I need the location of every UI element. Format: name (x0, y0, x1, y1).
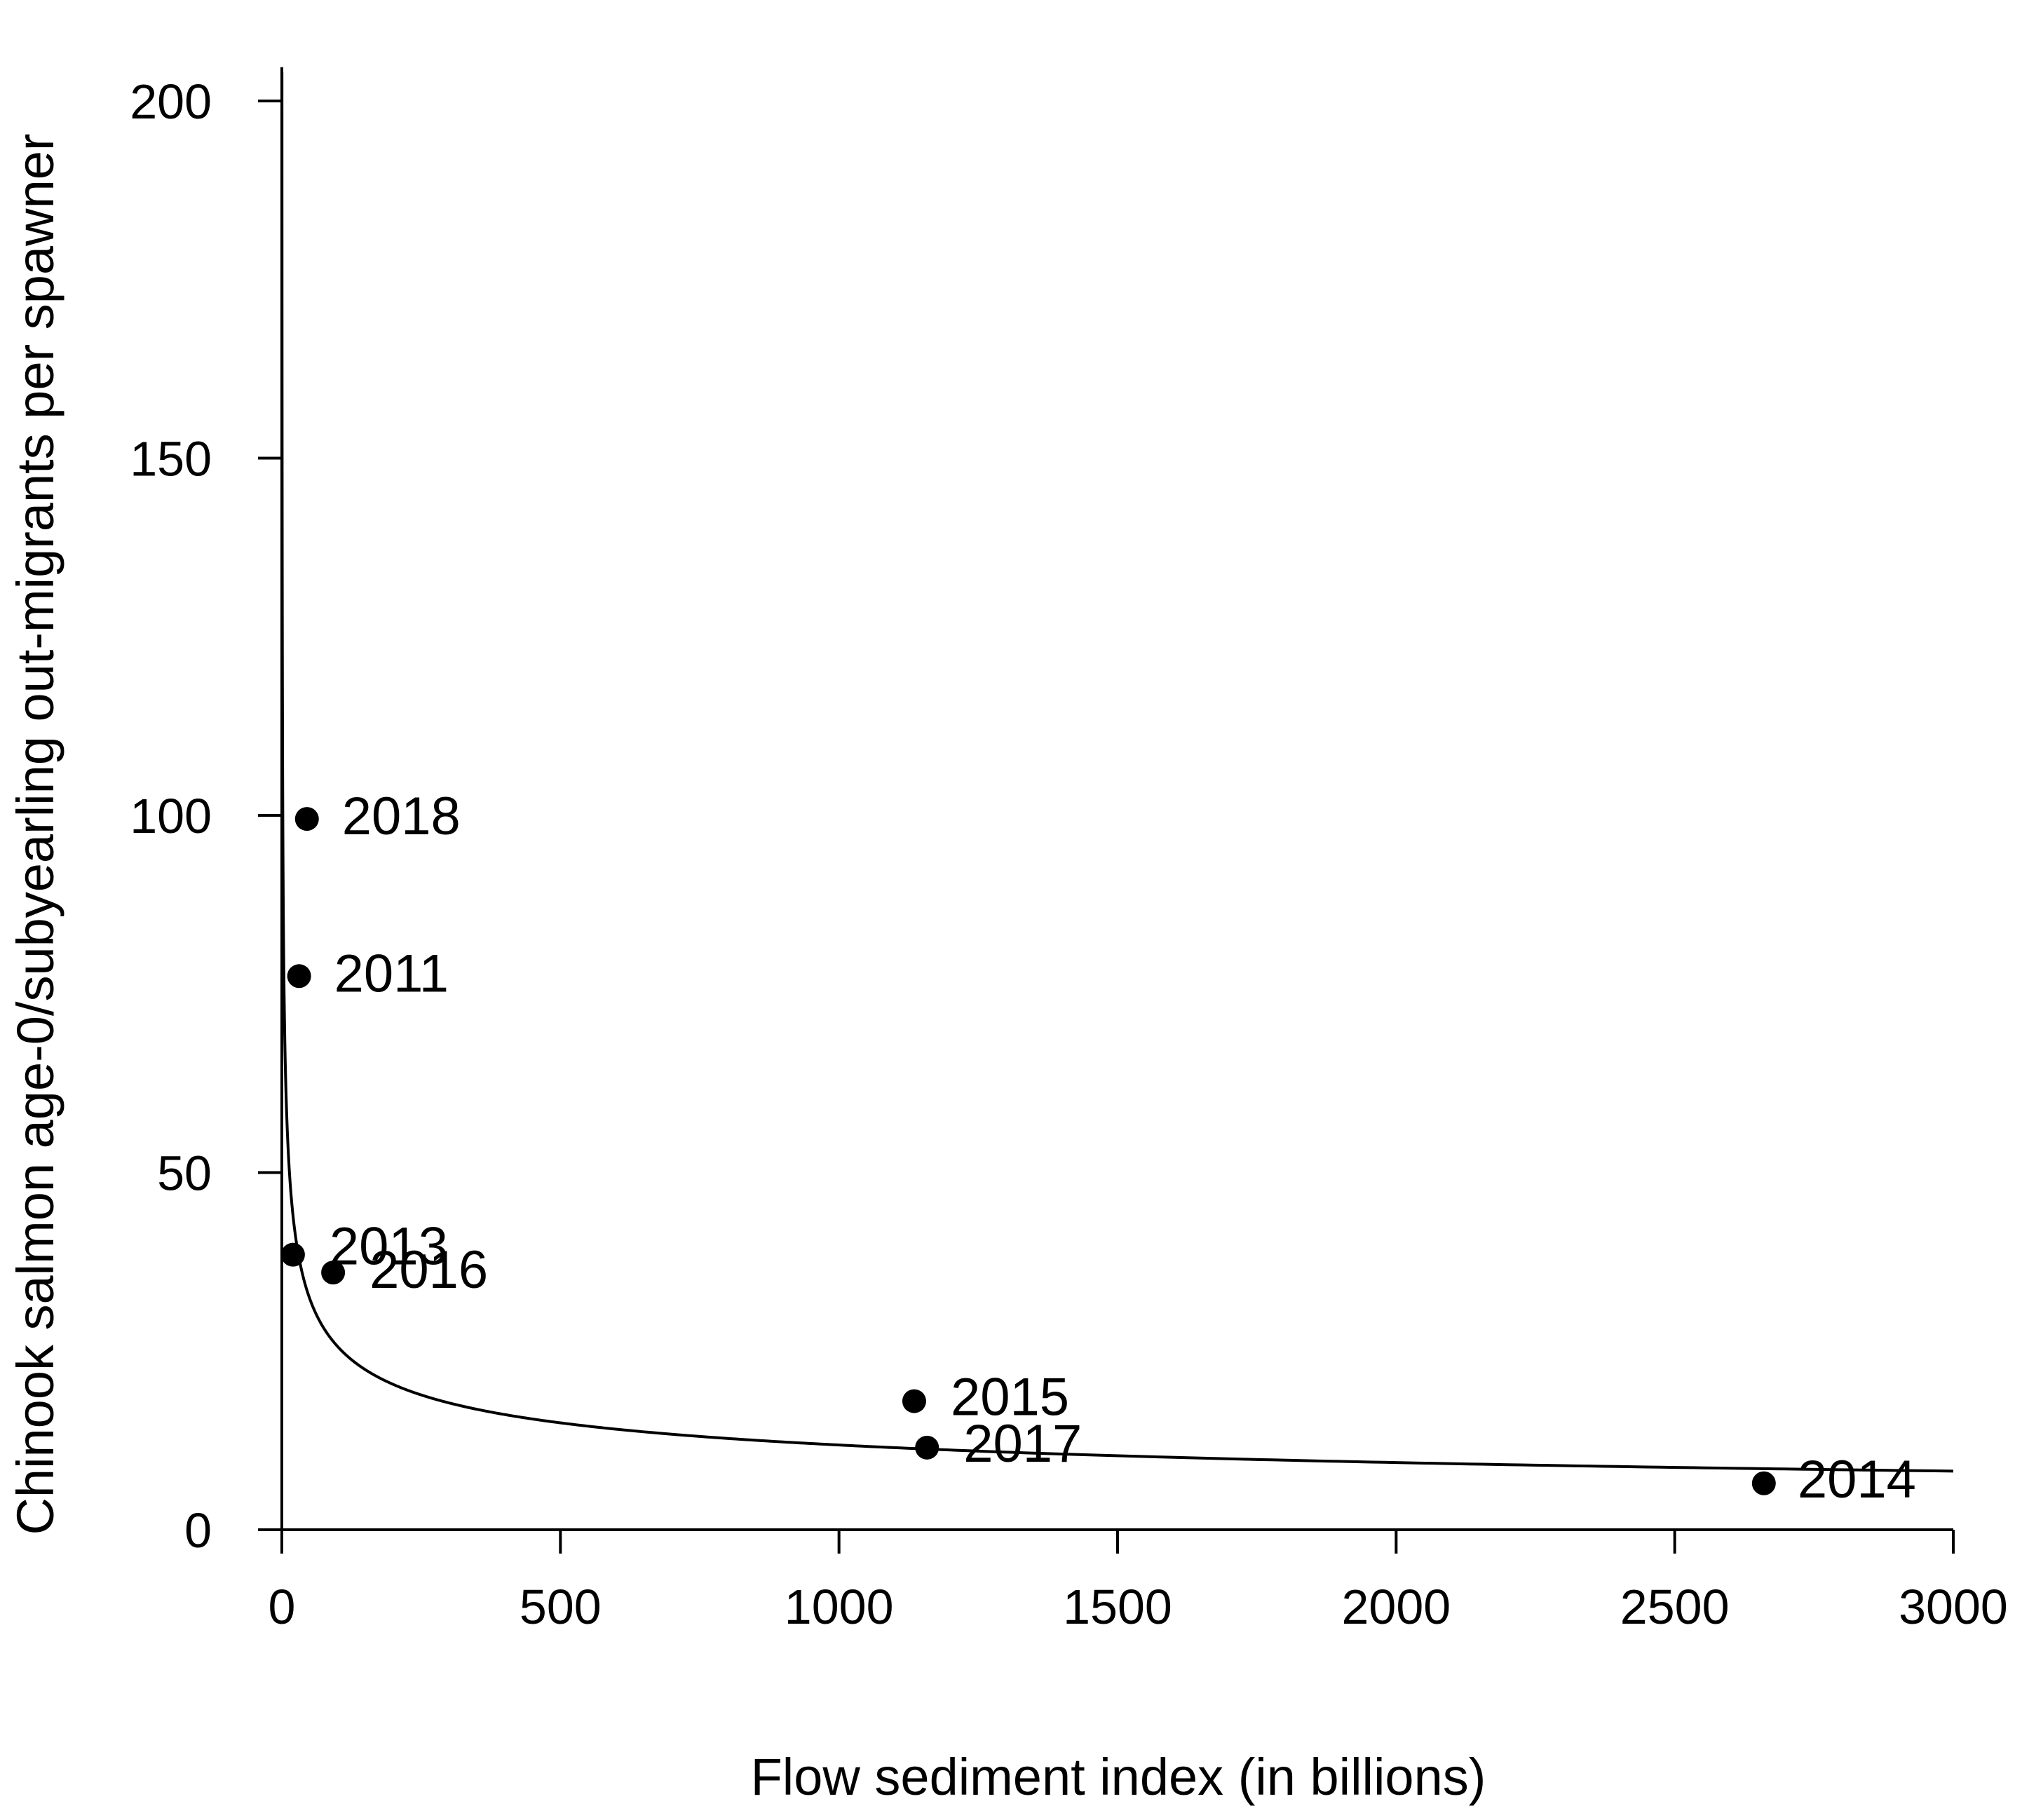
point-label-2016: 2016 (369, 1240, 488, 1300)
data-point-2015 (902, 1389, 926, 1413)
y-tick-label: 50 (157, 1146, 212, 1201)
data-point-2014 (1751, 1471, 1776, 1495)
data-point-2016 (321, 1261, 346, 1285)
y-tick-label: 0 (184, 1503, 212, 1558)
point-label-2018: 2018 (342, 787, 461, 846)
data-point-2017 (915, 1435, 939, 1460)
fit-curve-group (280, 72, 1954, 1473)
x-tick-label: 2000 (1341, 1580, 1451, 1634)
axes: 0 500 1000 1500 2000 2500 3000 0 50 100 150 200 (130, 67, 2008, 1634)
x-tick-label: 0 (269, 1580, 296, 1634)
point-label-2011: 2011 (334, 944, 449, 1003)
x-axis-title: Flow sediment index (in billions) (751, 1748, 1486, 1806)
y-tick-label: 150 (130, 432, 212, 487)
data-point-2011 (287, 964, 311, 989)
y-tick-label: 100 (130, 789, 212, 843)
point-label-2014: 2014 (1798, 1450, 1916, 1509)
x-tick-label: 3000 (1899, 1580, 2008, 1634)
point-label-2017: 2017 (963, 1414, 1082, 1474)
data-point-2018 (294, 807, 319, 831)
fit-curve-line (280, 72, 1954, 1473)
x-tick-label: 1500 (1063, 1580, 1172, 1634)
x-tick-label: 2500 (1620, 1580, 1730, 1634)
y-tick-label: 200 (130, 74, 212, 129)
y-axis-title: Chinook salmon age-0/subyearling out-mig… (6, 133, 65, 1535)
x-tick-label: 500 (520, 1580, 602, 1634)
data-points (280, 807, 1776, 1495)
point-label-2015: 2015 (951, 1368, 1069, 1427)
point-label-2013: 2013 (330, 1217, 448, 1277)
data-point-2013 (280, 1242, 305, 1267)
x-tick-label: 1000 (785, 1580, 894, 1634)
